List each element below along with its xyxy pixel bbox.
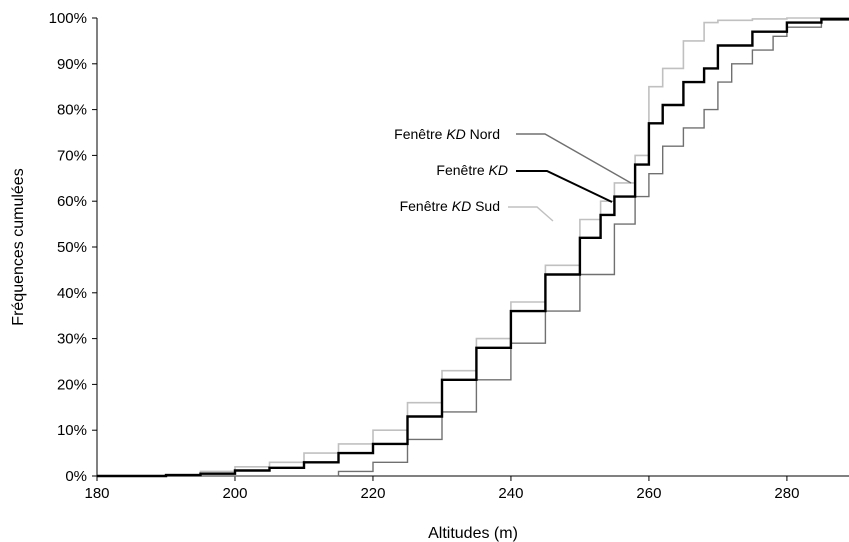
series-line-kd	[97, 17, 849, 478]
series-layer	[97, 17, 849, 478]
legend-leader-line	[508, 206, 554, 222]
series-line-kd-nord	[97, 18, 849, 477]
x-tick-label: 200	[222, 485, 247, 502]
x-tick-label: 280	[774, 485, 799, 502]
legend-label: Fenêtre KD	[436, 162, 508, 178]
y-axis-title: Fréquences cumulées	[10, 168, 27, 325]
axes	[96, 18, 849, 477]
x-tick-label: 180	[84, 485, 109, 502]
legend-layer: Fenêtre KD Nord Fenêtre KD Fenêtre KD Sud	[394, 126, 632, 222]
y-tick-label: 30%	[57, 331, 87, 348]
legend-kd-nord: Fenêtre KD Nord	[394, 126, 632, 184]
legend-kd-sud: Fenêtre KD Sud	[400, 198, 554, 222]
y-tick-label: 60%	[57, 193, 87, 210]
legend-label: Fenêtre KD Sud	[400, 198, 500, 214]
y-tick-label: 20%	[57, 376, 87, 393]
y-tick-label: 40%	[57, 285, 87, 302]
x-tick-label: 260	[636, 485, 661, 502]
y-tick-label: 10%	[57, 422, 87, 439]
legend-label: Fenêtre KD Nord	[394, 126, 500, 142]
y-tick-label: 80%	[57, 102, 87, 119]
x-tick-label: 240	[498, 485, 523, 502]
y-tick-label: 0%	[65, 468, 87, 485]
series-line-kd-sud	[97, 17, 849, 477]
y-tick-label: 100%	[49, 10, 87, 27]
y-tick-label: 90%	[57, 56, 87, 73]
legend-leader-line	[516, 170, 613, 203]
x-tick-label: 220	[360, 485, 385, 502]
legend-kd: Fenêtre KD	[436, 162, 613, 203]
legend-leader-line	[516, 133, 632, 184]
x-ticks: 180 200 220 240 260 280	[84, 476, 799, 502]
y-ticks: 0% 10% 20% 30% 40% 50% 60% 70% 80% 90% 100%	[49, 10, 97, 485]
x-axis-title: Altitudes (m)	[428, 525, 518, 542]
y-tick-label: 70%	[57, 147, 87, 164]
y-tick-label: 50%	[57, 239, 87, 256]
